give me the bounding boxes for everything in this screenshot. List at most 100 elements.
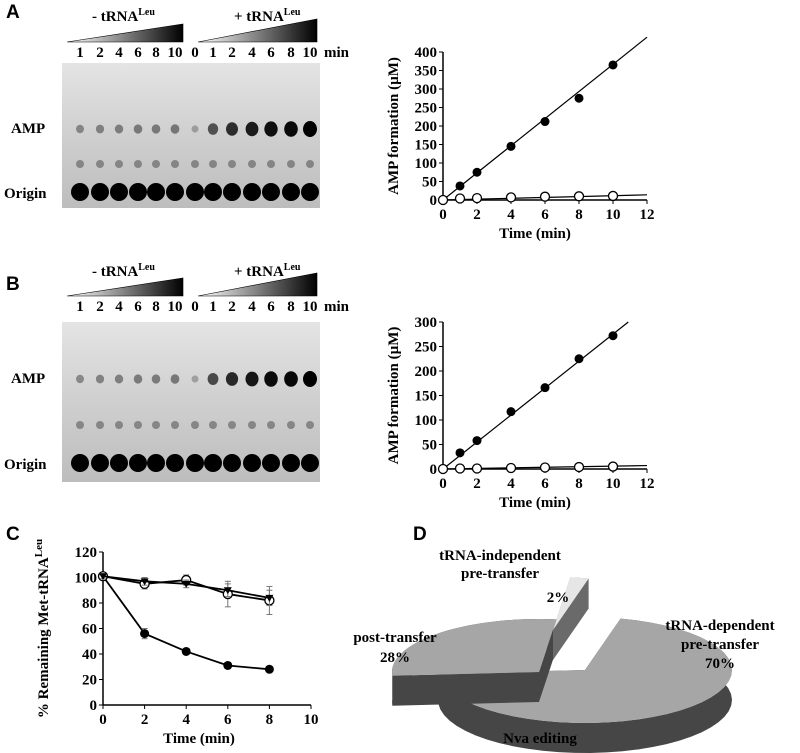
x-tick-label: 4 [507,207,515,223]
y-tick-label: 200 [415,364,438,380]
gel-lane-label: 4 [115,45,123,61]
gel-lane-label: 10 [168,299,183,315]
x-tick-label: 12 [640,207,655,223]
data-point-filled [472,167,482,177]
gel-mid-band [306,421,314,429]
gel-mid-band [171,421,179,429]
gel-mid-band [228,160,236,168]
gel-amp-band [95,374,105,384]
data-point-open [505,192,517,203]
data-point-open [539,191,551,202]
data-point-filled [264,664,274,674]
gel-mid-band [171,160,179,168]
data-point-open [437,194,449,206]
data-point-open [505,462,517,474]
gel-lane-label: 1 [209,299,217,315]
gel-amp-band [226,122,238,136]
x-tick-label: 2 [473,207,481,223]
gel-mid-band [228,421,236,429]
data-point-open [471,192,483,204]
x-axis-label: Time (min) [163,731,235,747]
y-tick-label: 300 [415,82,438,98]
data-point-open [607,190,619,202]
gel-a-origin-label: Origin [4,186,47,202]
gel-origin-spot [91,183,109,201]
data-point-triangle [265,594,274,602]
gel-lane-label: 2 [228,45,236,61]
gel-amp-band [225,372,239,386]
gel-origin-spot [186,183,204,201]
gel-mid-band [267,421,275,429]
gel-origin-spot [166,183,184,201]
y-tick-label: 0 [430,193,438,209]
pie-label-post-line1: post-transfer [353,630,437,646]
pie-label-independent-pct: 2% [547,590,570,606]
gel-origin-spot [166,454,184,472]
gel-origin-spot [282,183,300,201]
pie-label-independent-line1: tRNA-independent [439,548,561,564]
x-tick-label: 0 [99,712,107,728]
gel-origin-spot [147,183,165,201]
gel-mid-band [209,160,217,168]
gel-lane-label: 8 [287,299,295,315]
gel-lane-label: 6 [134,45,142,61]
data-point-filled [472,436,482,446]
gel-lane-label: 8 [152,299,160,315]
gel-amp-band [133,124,143,134]
pie-label-post-pct: 28% [380,650,410,666]
x-tick-label: 8 [266,712,274,728]
gel-origin-spot [71,454,89,472]
gel-lane-label: 2 [96,299,104,315]
gel-b-minus-gradient-wedge [66,277,184,297]
x-tick-label: 6 [541,476,549,492]
y-tick-label: 120 [75,545,98,561]
data-point-filled [574,93,584,103]
gel-mid-band [134,160,142,168]
gel-lane-label: 1 [76,45,84,61]
gel-mid-band [76,421,84,429]
x-tick-label: 8 [575,476,583,492]
gel-amp-band [114,374,124,384]
pie-chart-d [392,577,732,753]
x-tick-label: 4 [182,712,190,728]
data-point-open [607,461,619,472]
y-tick-label: 60 [82,622,97,638]
gel-lane-label: 6 [267,299,275,315]
pie-slice [392,619,557,676]
gel-amp-band [245,371,259,387]
gel-mid-band [287,421,295,429]
data-point-triangle [140,578,149,586]
gel-a-plus-trna-label: + tRNALeu [234,7,301,25]
y-tick-label: 150 [415,138,438,154]
y-tick-label: 200 [415,119,438,135]
gel-origin-spot [204,454,222,472]
data-point-open [437,463,449,475]
gel-b-plus-trna-label: + tRNALeu [234,262,301,280]
pie-label-dependent-line1: tRNA-dependent [665,618,774,634]
gel-b-unit-label: min [324,299,350,315]
gel-mid-band [134,421,142,429]
gel-mid-band [96,421,104,429]
gel-origin-spot [129,183,147,201]
y-axis-label: AMP formation (µM) [386,57,402,195]
x-tick-label: 2 [141,712,149,728]
gel-amp-band [170,124,180,134]
x-tick-label: 10 [606,476,621,492]
pie-slice-cut [392,672,539,706]
gel-amp-band [95,124,105,134]
gel-b-bands [71,371,319,472]
gel-origin-spot [243,183,261,201]
y-tick-label: 50 [422,438,437,454]
gel-mid-band [152,160,160,168]
gel-amp-band [114,124,124,134]
gel-origin-spot [71,183,89,201]
gel-lane-label: 4 [115,299,123,315]
gel-lane-label: 4 [248,45,256,61]
gel-amp-band [76,124,84,134]
x-tick-label: 10 [606,207,621,223]
gel-mid-band [287,160,295,168]
pie-label-dependent-line2: pre-transfer [681,637,759,653]
